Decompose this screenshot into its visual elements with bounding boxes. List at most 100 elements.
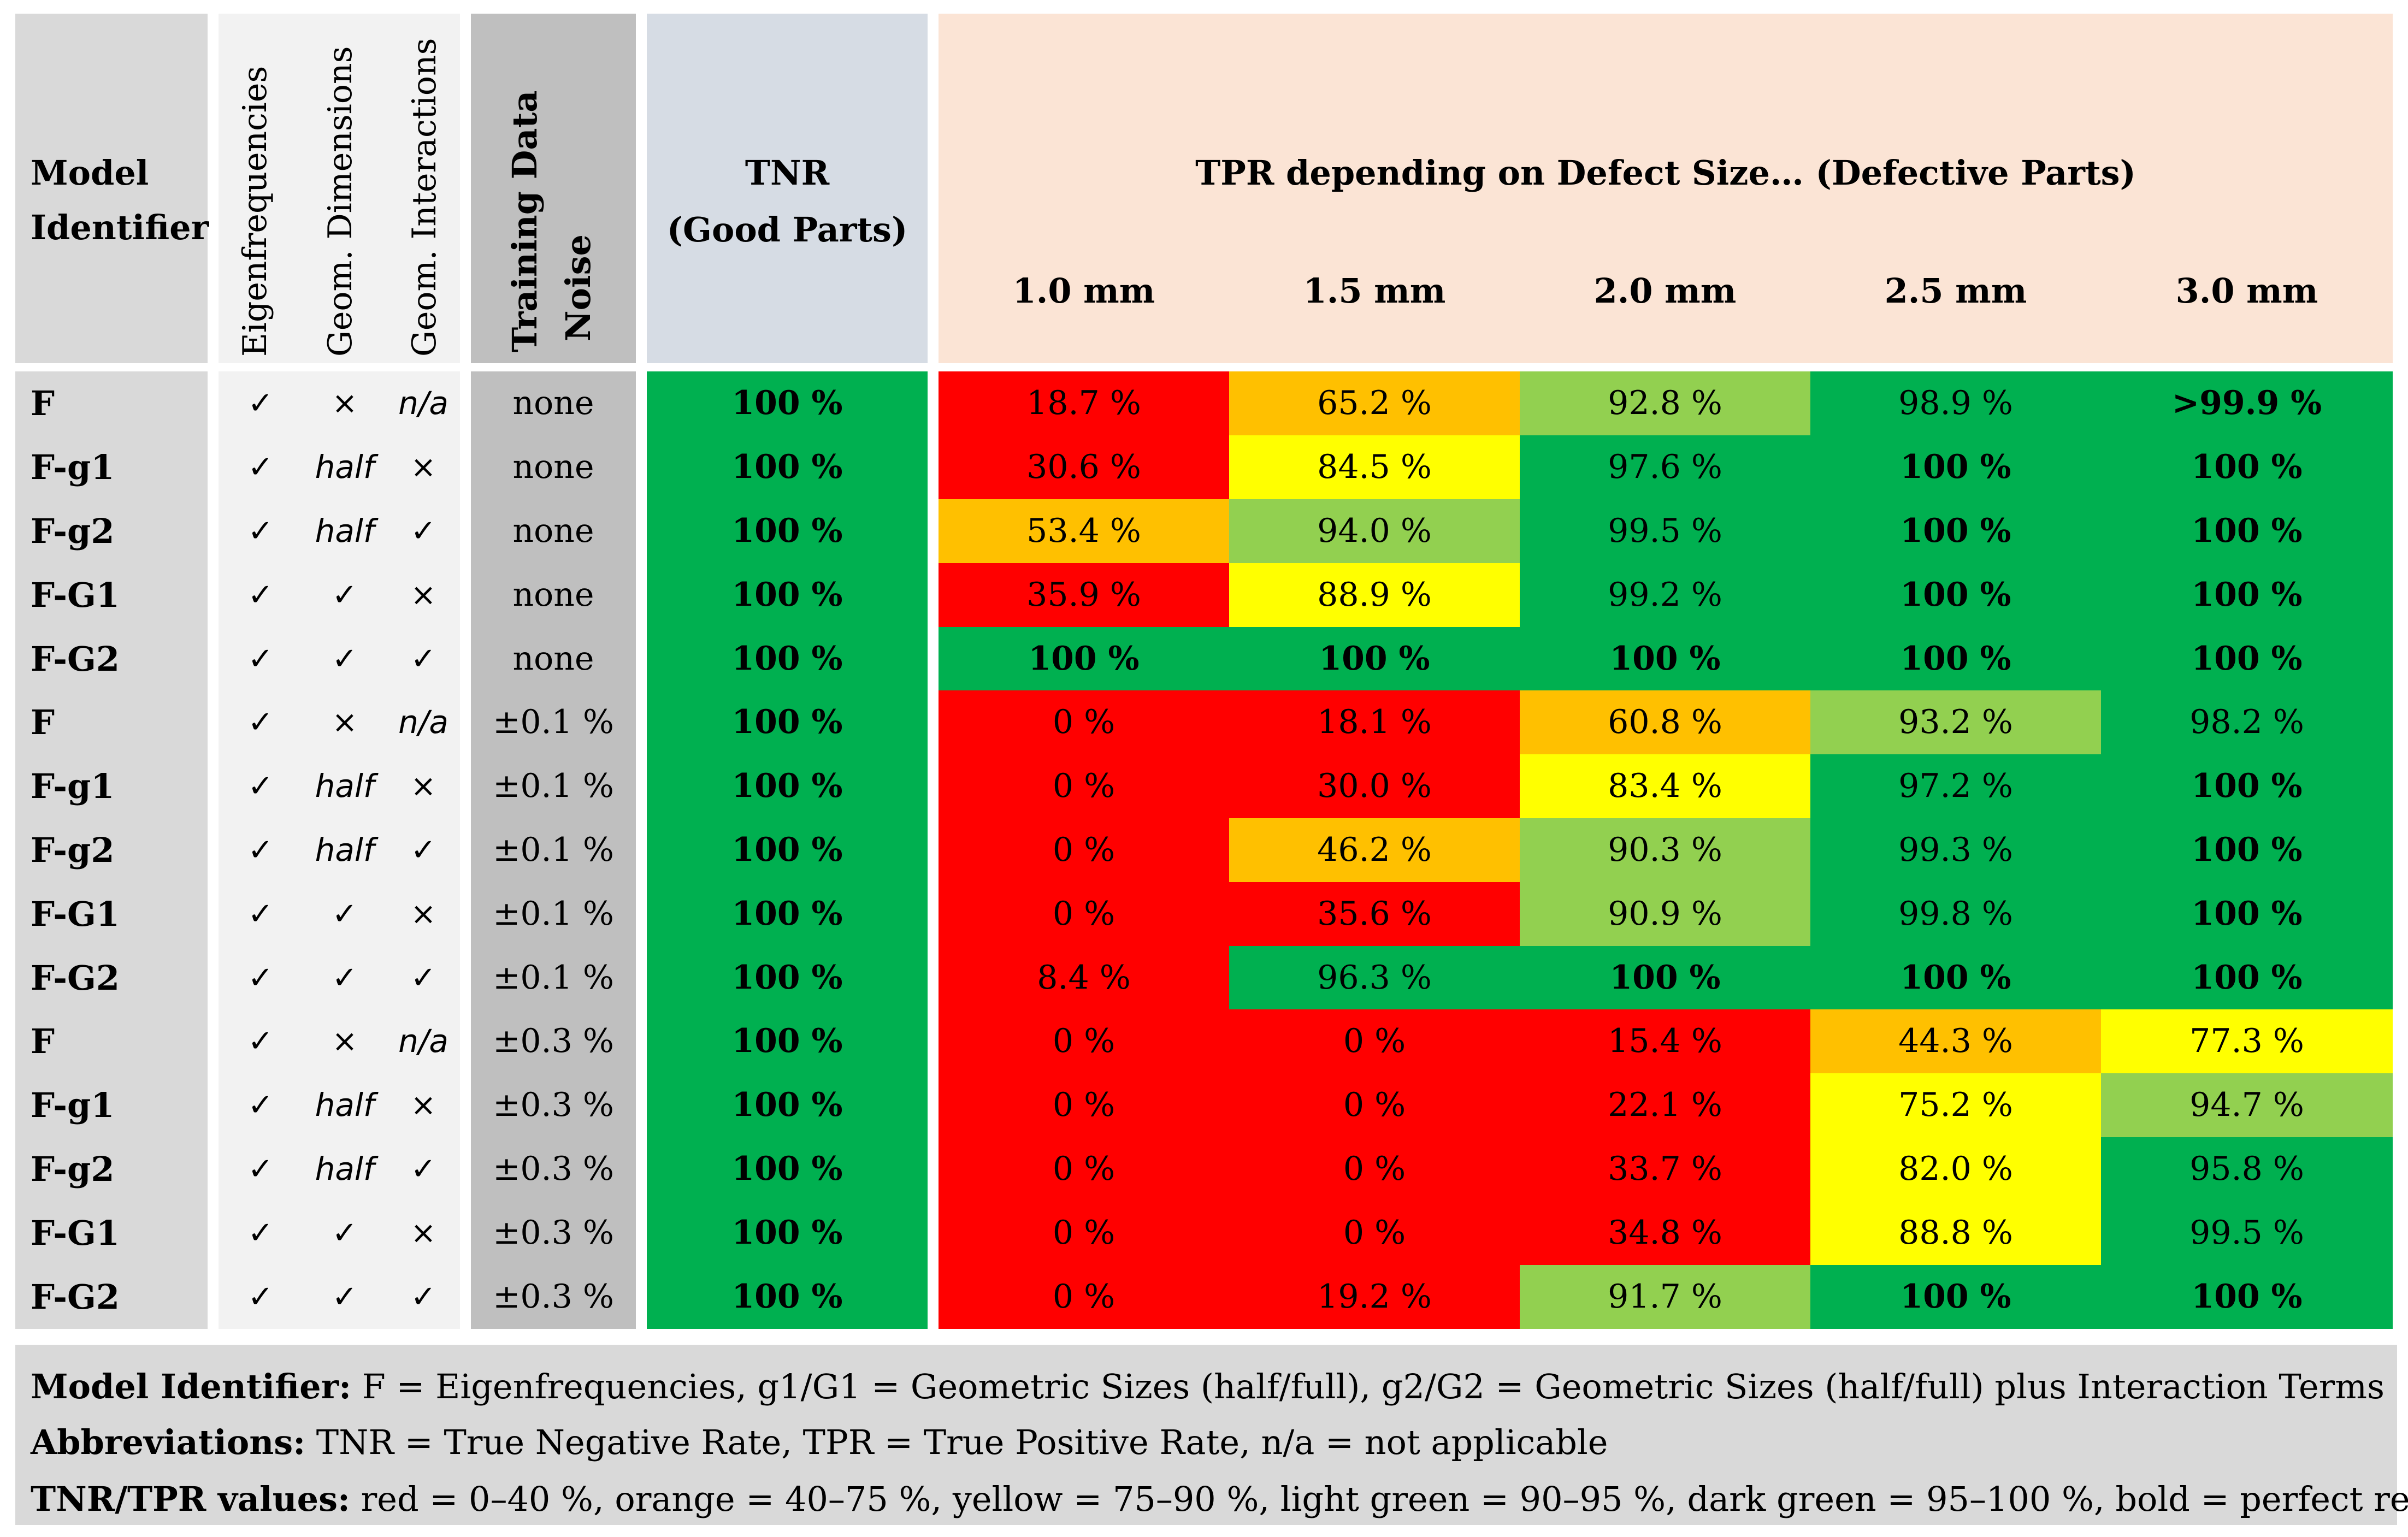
tnr-cell: 100 % <box>647 1009 928 1073</box>
tpr-cell: 60.8 % <box>1520 690 1810 754</box>
tpr-cell: 19.2 % <box>1229 1265 1520 1329</box>
tpr-cell: 53.4 % <box>939 499 1229 563</box>
legend-label-2: Abbreviations: <box>31 1422 306 1462</box>
tnr-cell: 100 % <box>647 1265 928 1329</box>
tnr-cell: 100 % <box>647 690 928 754</box>
tpr-cell: 100 % <box>2101 435 2393 499</box>
tpr-cell: 82.0 % <box>1810 1137 2101 1201</box>
tpr-cell: 100 % <box>1810 946 2101 1010</box>
model-id-cell: F-g2 <box>15 499 208 563</box>
tnr-cell: 100 % <box>647 435 928 499</box>
tpr-cell: 100 % <box>1520 627 1810 691</box>
tpr-cell: 100 % <box>1520 946 1810 1010</box>
tnr-cell: 100 % <box>647 1201 928 1265</box>
tpr-cell: 94.7 % <box>2101 1073 2393 1137</box>
tpr-cell: 97.6 % <box>1520 435 1810 499</box>
model-id-cell: F-g1 <box>15 1073 208 1137</box>
noise-cell: ±0.3 % <box>471 1073 636 1137</box>
header-geom-interactions: Geom. Interactions <box>405 38 444 357</box>
inter-cell: × <box>387 1073 460 1137</box>
geo-cell: ✓ <box>303 563 387 627</box>
table-row: F-G2 ✓ ✓ ✓ ±0.1 % 100 % 8.4 % 96.3 % 100 % 100 % 1… <box>0 946 2408 1010</box>
tpr-cell: 100 % <box>2101 946 2393 1010</box>
tnr-cell: 100 % <box>647 627 928 691</box>
table-row: F ✓ × n/a none 100 % 18.7 % 65.2 % 92.8 % 98.9 % >… <box>0 371 2408 435</box>
header-tnr-line2: (Good Parts) <box>666 210 908 250</box>
tpr-cell: 0 % <box>1229 1073 1520 1137</box>
tpr-cell: >99.9 % <box>2101 371 2393 435</box>
noise-cell: ±0.1 % <box>471 754 636 818</box>
eig-cell: ✓ <box>219 818 303 882</box>
header-tpr-title: TPR depending on Defect Size… (Defective… <box>1195 153 2136 193</box>
inter-cell: × <box>387 563 460 627</box>
table-row: F-g1 ✓ half × ±0.1 % 100 % 0 % 30.0 % 83.4 % 97.2… <box>0 754 2408 818</box>
header-model-line2: Identifier <box>31 208 209 247</box>
inter-cell: ✓ <box>387 499 460 563</box>
tpr-cell: 18.7 % <box>939 371 1229 435</box>
tpr-cell: 90.9 % <box>1520 882 1810 946</box>
noise-cell: ±0.1 % <box>471 946 636 1010</box>
tpr-cell: 100 % <box>1810 627 2101 691</box>
tnr-cell: 100 % <box>647 1073 928 1137</box>
tpr-cell: 35.9 % <box>939 563 1229 627</box>
eig-cell: ✓ <box>219 882 303 946</box>
table-row: F ✓ × n/a ±0.1 % 100 % 0 % 18.1 % 60.8 % 93.2 % 98… <box>0 690 2408 754</box>
legend-text-1: F = Eigenfrequencies, g1/G1 = Geometric … <box>351 1367 2385 1406</box>
tpr-cell: 15.4 % <box>1520 1009 1810 1073</box>
eig-cell: ✓ <box>219 1009 303 1073</box>
inter-cell: ✓ <box>387 946 460 1010</box>
inter-cell: n/a <box>387 690 460 754</box>
tpr-cell: 0 % <box>939 882 1229 946</box>
table-row: F-G1 ✓ ✓ × ±0.3 % 100 % 0 % 0 % 34.8 % 88.8 % 99.5… <box>0 1201 2408 1265</box>
tpr-cell: 88.8 % <box>1810 1201 2101 1265</box>
tpr-cell: 97.2 % <box>1810 754 2101 818</box>
model-id-cell: F-G2 <box>15 946 208 1010</box>
geo-cell: × <box>303 371 387 435</box>
tpr-cell: 91.7 % <box>1520 1265 1810 1329</box>
tnr-cell: 100 % <box>647 499 928 563</box>
tnr-cell: 100 % <box>647 563 928 627</box>
eig-cell: ✓ <box>219 1265 303 1329</box>
model-id-cell: F-G2 <box>15 627 208 691</box>
tpr-cell: 99.3 % <box>1810 818 2101 882</box>
tpr-cell: 0 % <box>939 818 1229 882</box>
header-size-5: 3.0 mm <box>2175 271 2318 311</box>
tpr-cell: 95.8 % <box>2101 1137 2393 1201</box>
geo-cell: ✓ <box>303 1265 387 1329</box>
header-model-line1: Model <box>31 153 149 193</box>
geo-cell: half <box>303 818 387 882</box>
model-id-cell: F <box>15 690 208 754</box>
tpr-cell: 65.2 % <box>1229 371 1520 435</box>
tpr-cell: 100 % <box>1229 627 1520 691</box>
eig-cell: ✓ <box>219 435 303 499</box>
legend-text-3: red = 0–40 %, orange = 40–75 %, yellow =… <box>350 1479 2408 1519</box>
geo-cell: ✓ <box>303 1201 387 1265</box>
header-features: Eigenfrequencies Geom. Dimensions Geom. … <box>219 14 460 363</box>
model-id-cell: F-G1 <box>15 1201 208 1265</box>
table-row: F-g1 ✓ half × none 100 % 30.6 % 84.5 % 97.6 % 100… <box>0 435 2408 499</box>
table-row: F-G1 ✓ ✓ × ±0.1 % 100 % 0 % 35.6 % 90.9 % 99.8 % 1… <box>0 882 2408 946</box>
model-id-cell: F-g2 <box>15 818 208 882</box>
tpr-cell: 0 % <box>939 1265 1229 1329</box>
noise-cell: ±0.1 % <box>471 818 636 882</box>
tpr-cell: 75.2 % <box>1810 1073 2101 1137</box>
header-tpr: TPR depending on Defect Size… (Defective… <box>939 14 2393 363</box>
eig-cell: ✓ <box>219 1201 303 1265</box>
tpr-cell: 100 % <box>1810 563 2101 627</box>
model-id-cell: F-g1 <box>15 435 208 499</box>
tpr-cell: 99.8 % <box>1810 882 2101 946</box>
tpr-cell: 100 % <box>2101 563 2393 627</box>
header-tnr-line1: TNR <box>745 153 830 193</box>
tpr-cell: 8.4 % <box>939 946 1229 1010</box>
legend-line-1: Model Identifier: F = Eigenfrequencies, … <box>31 1367 2385 1406</box>
tpr-cell: 0 % <box>939 1009 1229 1073</box>
header-size-3: 2.0 mm <box>1593 271 1737 311</box>
tpr-cell: 96.3 % <box>1229 946 1520 1010</box>
tpr-cell: 44.3 % <box>1810 1009 2101 1073</box>
eig-cell: ✓ <box>219 754 303 818</box>
tpr-cell: 100 % <box>939 627 1229 691</box>
geo-cell: half <box>303 754 387 818</box>
eig-cell: ✓ <box>219 499 303 563</box>
tpr-cell: 99.5 % <box>1520 499 1810 563</box>
